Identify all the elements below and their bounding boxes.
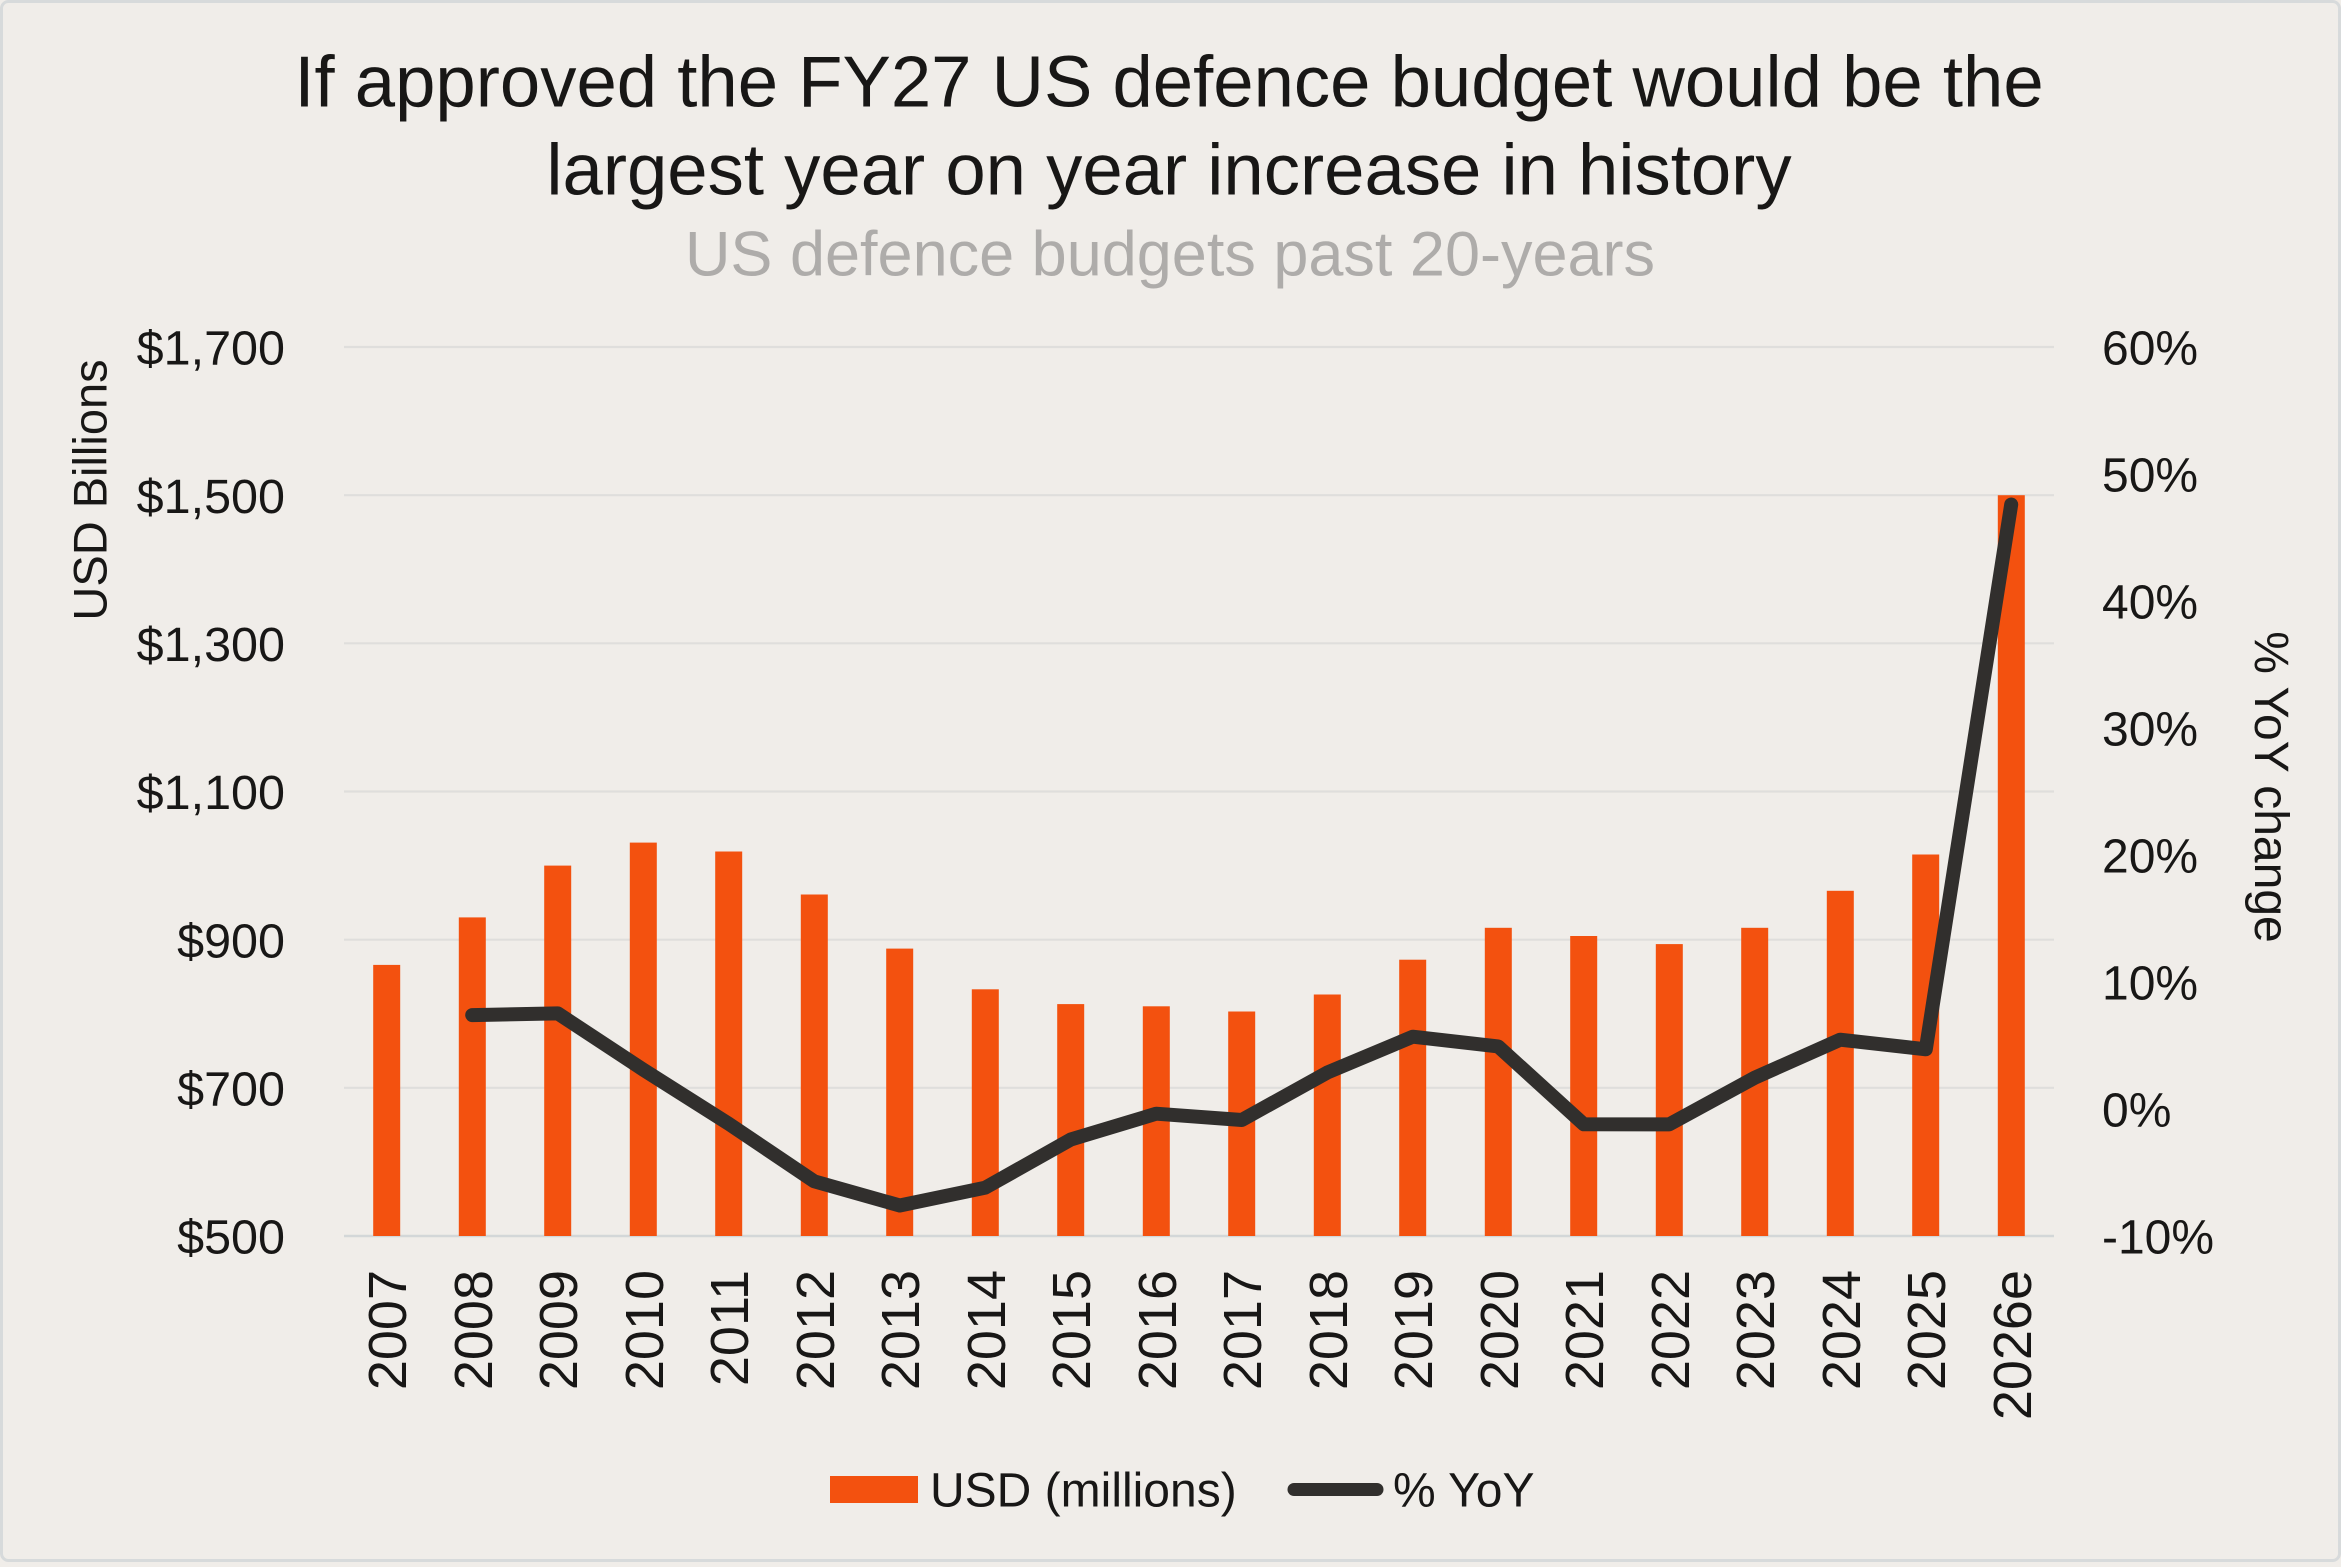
svg-text:2016: 2016 xyxy=(1128,1270,1188,1390)
svg-text:30%: 30% xyxy=(2102,704,2198,757)
svg-text:2018: 2018 xyxy=(1299,1270,1359,1390)
svg-text:% YoY change: % YoY change xyxy=(2244,631,2297,942)
svg-text:2025: 2025 xyxy=(1897,1270,1957,1390)
svg-text:20%: 20% xyxy=(2102,831,2198,884)
svg-text:50%: 50% xyxy=(2102,450,2198,503)
svg-text:2021: 2021 xyxy=(1555,1270,1615,1390)
svg-text:2024: 2024 xyxy=(1812,1270,1872,1390)
svg-text:% YoY: % YoY xyxy=(1393,1465,1534,1518)
svg-text:2015: 2015 xyxy=(1042,1270,1102,1390)
svg-text:$1,100: $1,100 xyxy=(137,766,285,820)
svg-text:largest year on year increase: largest year on year increase in history xyxy=(546,130,1792,211)
svg-text:USD Billions: USD Billions xyxy=(64,359,117,620)
svg-text:$1,300: $1,300 xyxy=(137,618,285,672)
svg-text:60%: 60% xyxy=(2102,323,2198,376)
svg-text:$500: $500 xyxy=(177,1211,285,1265)
svg-text:USD (millions): USD (millions) xyxy=(930,1465,1237,1518)
svg-text:2007: 2007 xyxy=(358,1270,418,1390)
svg-text:$700: $700 xyxy=(177,1063,285,1117)
svg-text:2010: 2010 xyxy=(615,1270,675,1390)
svg-text:$1,700: $1,700 xyxy=(137,322,285,376)
svg-text:0%: 0% xyxy=(2102,1085,2171,1138)
svg-text:2019: 2019 xyxy=(1384,1270,1444,1390)
svg-text:2020: 2020 xyxy=(1470,1270,1530,1390)
svg-text:US defence budgets past 20-yea: US defence budgets past 20-years xyxy=(685,220,1655,290)
svg-text:2014: 2014 xyxy=(957,1270,1017,1390)
svg-text:2026e: 2026e xyxy=(1983,1270,2043,1420)
svg-text:2022: 2022 xyxy=(1641,1270,1701,1390)
svg-text:2023: 2023 xyxy=(1726,1270,1786,1390)
svg-text:2011: 2011 xyxy=(700,1270,760,1386)
svg-text:2009: 2009 xyxy=(529,1270,589,1390)
svg-text:$900: $900 xyxy=(177,914,285,968)
svg-text:2008: 2008 xyxy=(444,1270,504,1390)
svg-text:40%: 40% xyxy=(2102,577,2198,630)
svg-text:$1,500: $1,500 xyxy=(137,470,285,524)
svg-text:2012: 2012 xyxy=(786,1270,846,1390)
svg-text:2013: 2013 xyxy=(871,1270,931,1390)
svg-text:If approved the FY27 US defenc: If approved the FY27 US defence budget w… xyxy=(294,42,2043,123)
svg-text:-10%: -10% xyxy=(2102,1212,2214,1265)
svg-text:2017: 2017 xyxy=(1213,1270,1273,1390)
svg-text:10%: 10% xyxy=(2102,958,2198,1011)
